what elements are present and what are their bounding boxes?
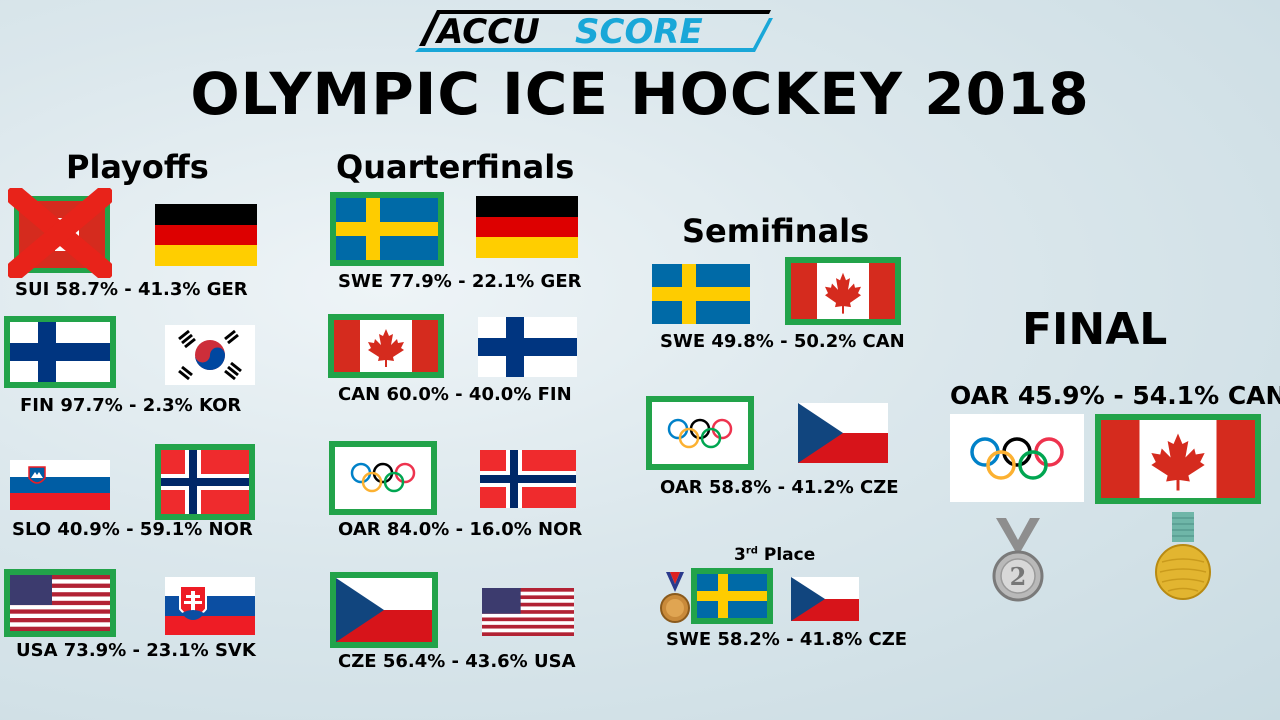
flag-can — [1095, 414, 1261, 504]
flag-cze — [330, 572, 438, 648]
eliminated-x-icon — [8, 188, 112, 278]
flag-kor — [165, 325, 255, 385]
silver-medal-number: 2 — [1010, 562, 1027, 591]
flag-nor — [480, 450, 576, 508]
flag-swe — [652, 264, 750, 324]
silver-medal-icon: 2 — [992, 518, 1044, 602]
result-slo-nor: SLO 40.9% - 59.1% NOR — [12, 519, 253, 540]
bronze-medal-icon — [660, 572, 690, 623]
flag-ger — [155, 204, 257, 266]
heading-final: FINAL — [1022, 304, 1168, 355]
result-can-fin: CAN 60.0% - 40.0% FIN — [338, 384, 572, 405]
result-swe-can: SWE 49.8% - 50.2% CAN — [660, 331, 905, 352]
heading-semifinals: Semifinals — [682, 212, 870, 250]
page-title: OLYMPIC ICE HOCKEY 2018 — [190, 60, 1090, 128]
flag-can — [785, 257, 901, 325]
flag-cze — [798, 403, 888, 463]
flag-oar — [329, 441, 437, 515]
result-oar-cze: OAR 58.8% - 41.2% CZE — [660, 477, 899, 498]
logo-score: SCORE — [575, 12, 703, 52]
gold-medal-icon — [1155, 512, 1211, 600]
flag-usa — [4, 569, 116, 637]
flag-oar — [950, 414, 1084, 502]
flag-cze — [791, 577, 859, 621]
flag-fin — [478, 317, 577, 377]
result-oar-nor: OAR 84.0% - 16.0% NOR — [338, 519, 583, 540]
result-usa-svk: USA 73.9% - 23.1% SVK — [16, 640, 256, 661]
result-third-place: SWE 58.2% - 41.8% CZE — [666, 629, 908, 650]
result-final: OAR 45.9% - 54.1% CAN — [950, 381, 1280, 410]
flag-fin — [4, 316, 116, 388]
accuscore-logo: ACCU SCORE — [415, 10, 773, 52]
flag-usa — [482, 588, 574, 636]
result-sui-ger: SUI 58.7% - 41.3% GER — [15, 279, 248, 300]
logo-accu: ACCU — [434, 12, 540, 52]
result-fin-kor: FIN 97.7% - 2.3% KOR — [20, 395, 242, 416]
flag-oar — [646, 396, 754, 470]
flag-swe — [691, 568, 773, 624]
flag-ger — [476, 196, 578, 258]
heading-quarterfinals: Quarterfinals — [336, 148, 575, 186]
flag-can — [328, 314, 444, 378]
heading-playoffs: Playoffs — [66, 148, 209, 186]
flag-swe — [330, 192, 444, 266]
result-cze-usa: CZE 56.4% - 43.6% USA — [338, 651, 576, 672]
heading-third-place: 3rd Place — [734, 545, 816, 565]
flag-svk — [165, 577, 255, 635]
flag-slo — [10, 460, 110, 510]
result-swe-ger: SWE 77.9% - 22.1% GER — [338, 271, 582, 292]
flag-nor — [155, 444, 255, 520]
